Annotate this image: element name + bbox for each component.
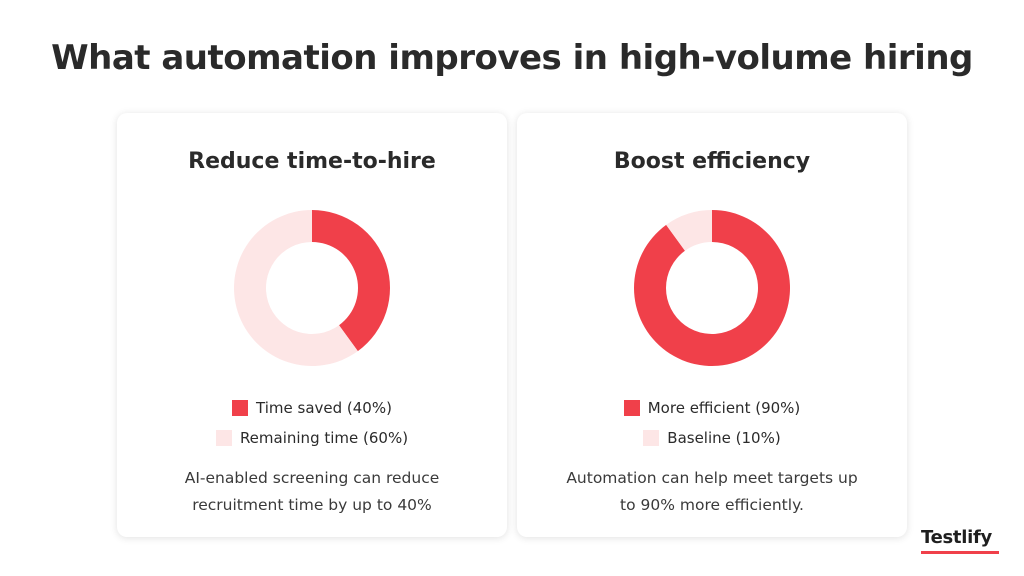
donut-slice-primary [634, 210, 790, 366]
description-line: to 90% more efficiently. [620, 496, 804, 514]
legend: More efficient (90%) Baseline (10%) [517, 393, 907, 453]
card-title: Reduce time-to-hire [188, 149, 436, 174]
card-description: Automation can help meet targets up to 9… [537, 465, 887, 519]
legend-item-remaining-time: Remaining time (60%) [117, 423, 507, 453]
legend-swatch [643, 430, 660, 446]
logo-underline [921, 551, 999, 554]
legend-label: More efficient (90%) [647, 399, 801, 417]
legend-swatch [215, 430, 232, 446]
legend: Time saved (40%) Remaining time (60%) [117, 393, 507, 453]
legend-item-baseline: Baseline (10%) [517, 423, 907, 453]
time-to-hire-card: Reduce time-to-hire Time saved (40%) Rem… [117, 113, 507, 537]
donut-slice-secondary [234, 210, 358, 366]
page-title: What automation improves in high-volume … [51, 38, 973, 78]
legend-item-time-saved: Time saved (40%) [117, 393, 507, 423]
efficiency-donut [634, 210, 790, 366]
description-line: AI-enabled screening can reduce [184, 469, 440, 487]
description-line: Automation can help meet targets up [566, 469, 858, 487]
card-description: AI-enabled screening can reduce recruitm… [137, 465, 487, 519]
donut-slice-secondary [666, 210, 712, 251]
legend-item-more-efficient: More efficient (90%) [517, 393, 907, 423]
description-line: recruitment time by up to 40% [192, 496, 432, 514]
donut-slice-primary [312, 210, 390, 352]
legend-swatch [623, 400, 640, 416]
testlify-logo: Testlify [921, 527, 992, 548]
card-title: Boost efficiency [613, 149, 811, 174]
time-to-hire-donut [234, 210, 390, 366]
legend-label: Baseline (10%) [667, 429, 781, 447]
legend-label: Time saved (40%) [256, 399, 392, 417]
legend-swatch [232, 400, 249, 416]
legend-label: Remaining time (60%) [239, 429, 409, 447]
efficiency-card: Boost efficiency More efficient (90%) Ba… [517, 113, 907, 537]
